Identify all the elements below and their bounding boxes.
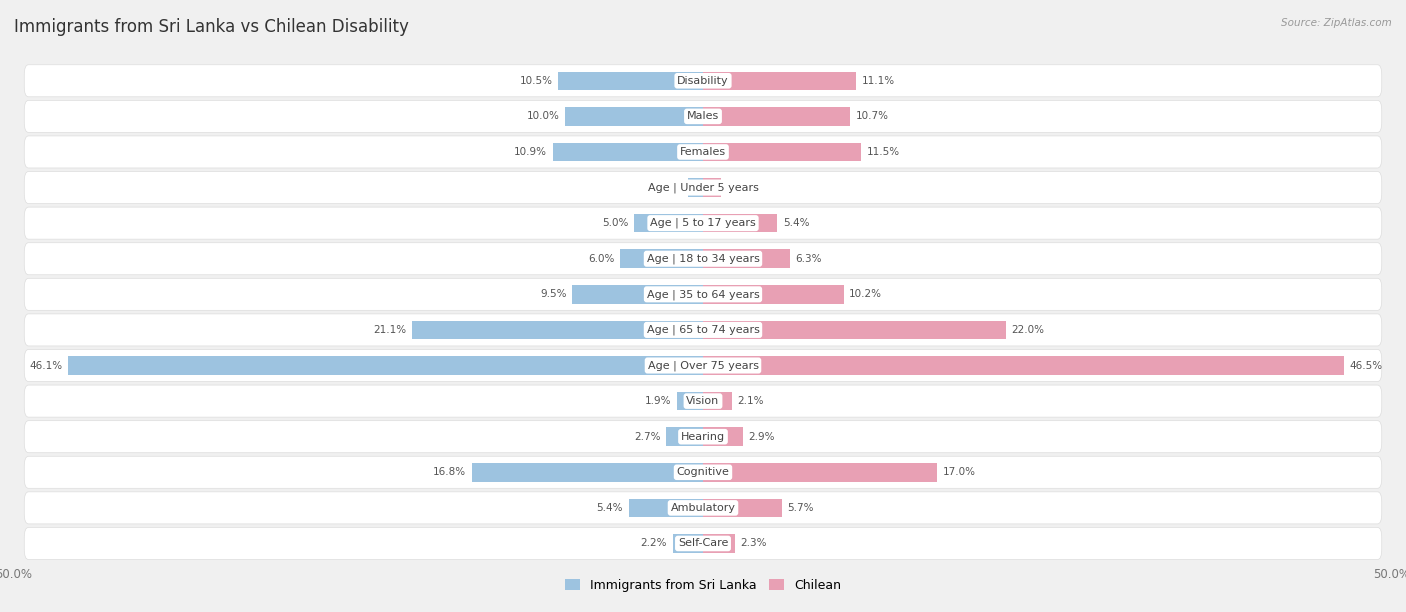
Bar	[703, 178, 721, 197]
FancyBboxPatch shape	[24, 349, 1382, 381]
Bar	[471, 463, 703, 482]
Text: 5.4%: 5.4%	[596, 503, 623, 513]
Text: 6.3%: 6.3%	[796, 254, 823, 264]
Text: 2.9%: 2.9%	[748, 431, 775, 442]
Bar	[628, 499, 703, 517]
Text: Age | 5 to 17 years: Age | 5 to 17 years	[650, 218, 756, 228]
FancyBboxPatch shape	[24, 243, 1382, 275]
FancyBboxPatch shape	[24, 207, 1382, 239]
Bar	[703, 72, 856, 90]
Text: Age | 35 to 64 years: Age | 35 to 64 years	[647, 289, 759, 300]
Text: 16.8%: 16.8%	[433, 468, 465, 477]
Bar	[703, 214, 778, 233]
Text: Source: ZipAtlas.com: Source: ZipAtlas.com	[1281, 18, 1392, 28]
Text: Age | 65 to 74 years: Age | 65 to 74 years	[647, 324, 759, 335]
FancyBboxPatch shape	[24, 457, 1382, 488]
FancyBboxPatch shape	[24, 278, 1382, 310]
Bar	[703, 392, 733, 411]
Bar	[703, 499, 782, 517]
Bar	[676, 392, 703, 411]
FancyBboxPatch shape	[24, 385, 1382, 417]
Text: 21.1%: 21.1%	[374, 325, 406, 335]
Text: Males: Males	[688, 111, 718, 121]
Bar	[703, 356, 1344, 375]
Bar	[703, 427, 742, 446]
Bar	[703, 463, 938, 482]
Text: 5.7%: 5.7%	[787, 503, 814, 513]
FancyBboxPatch shape	[24, 65, 1382, 97]
Text: 9.5%: 9.5%	[540, 289, 567, 299]
FancyBboxPatch shape	[24, 100, 1382, 132]
FancyBboxPatch shape	[24, 314, 1382, 346]
Bar	[672, 534, 703, 553]
Bar	[688, 178, 703, 197]
Text: 46.1%: 46.1%	[30, 360, 62, 370]
FancyBboxPatch shape	[24, 171, 1382, 204]
Text: 10.9%: 10.9%	[515, 147, 547, 157]
Text: Age | 18 to 34 years: Age | 18 to 34 years	[647, 253, 759, 264]
Text: Ambulatory: Ambulatory	[671, 503, 735, 513]
Bar	[572, 285, 703, 304]
Text: 6.0%: 6.0%	[589, 254, 614, 264]
Bar	[703, 534, 735, 553]
Text: 5.4%: 5.4%	[783, 218, 810, 228]
Text: 22.0%: 22.0%	[1012, 325, 1045, 335]
Text: Disability: Disability	[678, 76, 728, 86]
FancyBboxPatch shape	[24, 528, 1382, 559]
Text: Females: Females	[681, 147, 725, 157]
Text: 2.1%: 2.1%	[738, 396, 763, 406]
Text: 10.5%: 10.5%	[520, 76, 553, 86]
Bar	[666, 427, 703, 446]
Text: 10.2%: 10.2%	[849, 289, 882, 299]
Text: Age | Under 5 years: Age | Under 5 years	[648, 182, 758, 193]
Text: Vision: Vision	[686, 396, 720, 406]
Text: Self-Care: Self-Care	[678, 539, 728, 548]
Text: 2.3%: 2.3%	[740, 539, 766, 548]
Text: 17.0%: 17.0%	[943, 468, 976, 477]
Bar	[634, 214, 703, 233]
Bar	[703, 143, 862, 161]
Bar	[565, 107, 703, 125]
Text: 11.1%: 11.1%	[862, 76, 894, 86]
Text: 46.5%: 46.5%	[1350, 360, 1382, 370]
Text: 5.0%: 5.0%	[602, 218, 628, 228]
Text: 1.9%: 1.9%	[645, 396, 671, 406]
Bar	[620, 250, 703, 268]
FancyBboxPatch shape	[24, 420, 1382, 453]
Bar	[558, 72, 703, 90]
Text: Age | Over 75 years: Age | Over 75 years	[648, 360, 758, 371]
Bar	[553, 143, 703, 161]
Text: 10.7%: 10.7%	[856, 111, 889, 121]
Text: 2.2%: 2.2%	[641, 539, 668, 548]
Text: 11.5%: 11.5%	[868, 147, 900, 157]
Text: Immigrants from Sri Lanka vs Chilean Disability: Immigrants from Sri Lanka vs Chilean Dis…	[14, 18, 409, 36]
Bar	[67, 356, 703, 375]
Bar	[703, 321, 1007, 339]
Text: Cognitive: Cognitive	[676, 468, 730, 477]
Text: Hearing: Hearing	[681, 431, 725, 442]
Text: 1.1%: 1.1%	[655, 182, 682, 193]
Legend: Immigrants from Sri Lanka, Chilean: Immigrants from Sri Lanka, Chilean	[565, 579, 841, 592]
Text: 10.0%: 10.0%	[527, 111, 560, 121]
Bar	[703, 285, 844, 304]
FancyBboxPatch shape	[24, 492, 1382, 524]
Bar	[412, 321, 703, 339]
Text: 2.7%: 2.7%	[634, 431, 661, 442]
Bar	[703, 250, 790, 268]
Bar	[703, 107, 851, 125]
Text: 1.3%: 1.3%	[727, 182, 754, 193]
FancyBboxPatch shape	[24, 136, 1382, 168]
